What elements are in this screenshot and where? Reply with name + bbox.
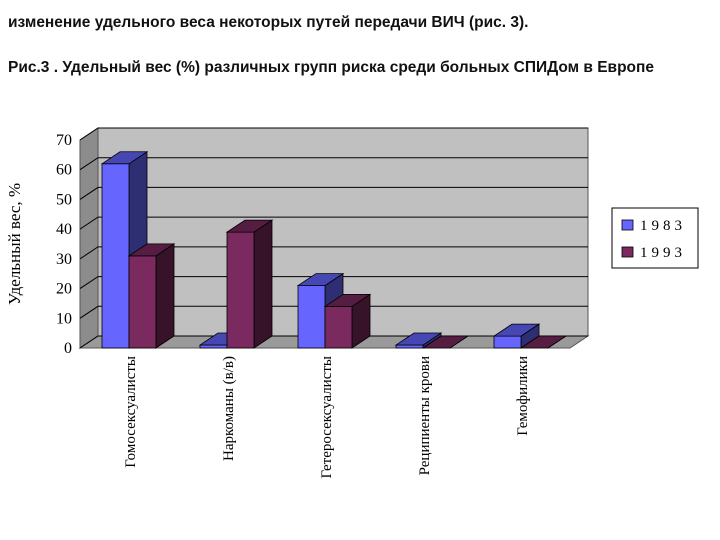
y-tick-label: 20 (56, 281, 72, 298)
y-axis-label: Удельный вес, % (5, 183, 24, 305)
bar-front (297, 285, 326, 349)
category-label: Гомосексуалисты (123, 356, 139, 468)
y-tick-label: 10 (56, 310, 72, 327)
bar (296, 272, 345, 349)
bar (421, 335, 470, 349)
gridline (79, 246, 588, 260)
gridline (79, 216, 588, 230)
category-label: Гемофилики (515, 356, 531, 436)
y-tick-label: 0 (64, 340, 72, 357)
legend: 1983 1993 (611, 207, 699, 269)
legend-swatch (621, 246, 634, 258)
bar-front (199, 344, 228, 349)
gridlines (79, 127, 588, 349)
category-label: Реципиенты крови (417, 356, 433, 475)
bar (225, 219, 274, 349)
y-tick-label: 50 (56, 191, 72, 208)
category-label: Наркоманы (в/в) (221, 356, 237, 461)
bar (519, 335, 568, 349)
y-tick-label: 30 (56, 251, 72, 268)
gridline (79, 305, 588, 319)
bar-front (493, 335, 522, 349)
bar (323, 293, 372, 349)
bar-top (421, 335, 470, 349)
gridline (79, 157, 588, 171)
bar-top (519, 335, 568, 349)
bar-top (127, 243, 176, 257)
y-tick-label: 70 (56, 132, 72, 149)
bar-top (296, 273, 345, 287)
y-axis-ticks: 0 10 20 30 40 50 60 70 (56, 132, 72, 357)
bar-side (155, 243, 175, 349)
side-wall (79, 127, 99, 349)
gridline (79, 127, 588, 141)
bar-chart: 0 10 20 30 40 50 60 70 Гомосексуалисты Наркоманы… (5, 127, 699, 479)
legend-swatch (621, 219, 634, 231)
bar-top (225, 219, 274, 233)
gridline (79, 276, 588, 289)
bar-front (101, 163, 130, 349)
figure-caption: Рис.3 . Удельный вес (%) различных групп… (8, 59, 654, 76)
gridline (79, 186, 588, 200)
bar-top (492, 323, 541, 337)
bar (127, 243, 176, 349)
bar-front (226, 231, 255, 349)
bar-top (394, 332, 443, 346)
bar-front (395, 344, 424, 349)
legend-box (611, 207, 699, 269)
bar-top (100, 151, 149, 165)
category-label: Гетеросексуалисты (319, 356, 335, 479)
legend-label: 1983 (640, 218, 686, 234)
y-tick-label: 40 (56, 221, 72, 238)
legend-label: 1993 (640, 245, 686, 261)
bar-front (324, 305, 353, 349)
category-labels: Гомосексуалисты Наркоманы (в/в) Гетеросекс… (123, 356, 531, 479)
bars (100, 151, 568, 349)
y-tick-label: 60 (56, 162, 72, 179)
bar-front (128, 255, 157, 349)
bar-side (253, 219, 273, 349)
intro-text: изменение удельного веса некоторых путей… (8, 14, 529, 31)
bar-top (323, 293, 372, 307)
